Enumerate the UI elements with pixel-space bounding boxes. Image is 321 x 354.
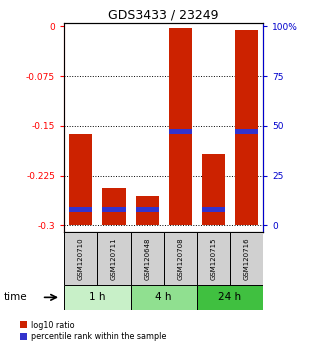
Text: 1 h: 1 h bbox=[89, 292, 106, 302]
Text: time: time bbox=[3, 292, 27, 302]
Bar bbox=[102, 188, 126, 207]
Bar bbox=[235, 134, 258, 225]
Bar bbox=[64, 232, 97, 285]
Title: GDS3433 / 23249: GDS3433 / 23249 bbox=[108, 9, 219, 22]
Bar bbox=[230, 232, 263, 285]
Bar bbox=[69, 212, 92, 225]
Text: GSM120710: GSM120710 bbox=[78, 237, 84, 280]
Bar bbox=[102, 212, 126, 225]
Bar bbox=[135, 196, 159, 207]
Bar bbox=[164, 232, 197, 285]
Bar bbox=[202, 212, 225, 225]
Text: GSM120648: GSM120648 bbox=[144, 237, 150, 280]
Text: GSM120711: GSM120711 bbox=[111, 237, 117, 280]
Bar bbox=[64, 285, 131, 310]
Bar bbox=[102, 207, 126, 212]
Bar bbox=[202, 207, 225, 212]
Bar bbox=[202, 154, 225, 207]
Text: GSM120708: GSM120708 bbox=[177, 237, 183, 280]
Text: 4 h: 4 h bbox=[155, 292, 172, 302]
Text: GSM120716: GSM120716 bbox=[244, 237, 250, 280]
Text: 24 h: 24 h bbox=[219, 292, 242, 302]
Bar bbox=[97, 232, 131, 285]
Legend: log10 ratio, percentile rank within the sample: log10 ratio, percentile rank within the … bbox=[17, 317, 169, 344]
Bar bbox=[69, 135, 92, 207]
Bar bbox=[169, 134, 192, 225]
Bar bbox=[131, 285, 197, 310]
Bar bbox=[135, 212, 159, 225]
Bar bbox=[235, 130, 258, 134]
Bar bbox=[135, 207, 159, 212]
Bar bbox=[169, 28, 192, 130]
Bar bbox=[69, 207, 92, 212]
Bar bbox=[169, 130, 192, 134]
Text: GSM120715: GSM120715 bbox=[211, 237, 216, 280]
Bar bbox=[197, 285, 263, 310]
Bar bbox=[131, 232, 164, 285]
Bar bbox=[235, 30, 258, 130]
Bar bbox=[197, 232, 230, 285]
